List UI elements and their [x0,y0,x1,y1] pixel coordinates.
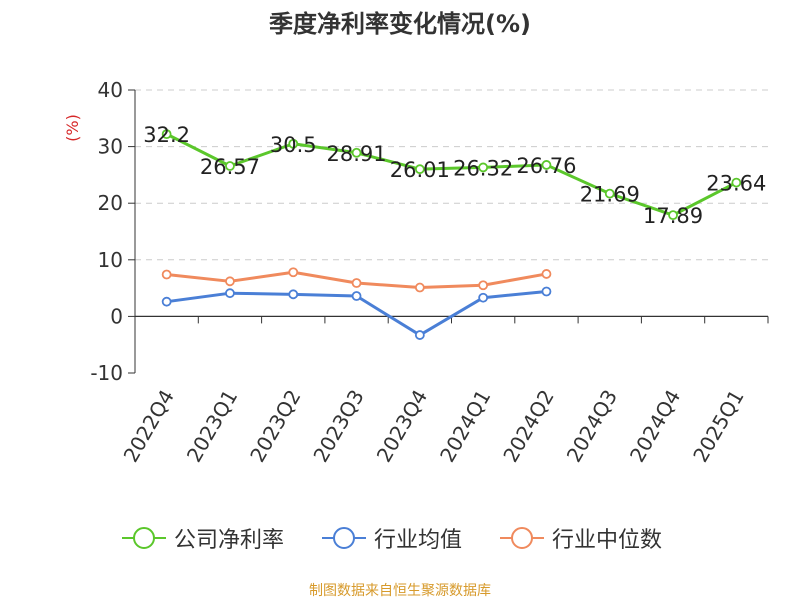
legend-item-industry-median[interactable]: 行业中位数 [500,518,662,558]
x-tick-label: 2024Q1 [435,386,495,467]
data-point[interactable] [414,164,425,175]
data-point[interactable] [161,129,172,140]
series-line [165,132,738,217]
x-tick-label: 2024Q3 [562,386,622,467]
data-point[interactable] [414,282,425,293]
data-label: 26.76 [516,154,576,178]
data-label: 30.5 [270,133,317,157]
y-tick-label: 40 [98,78,123,102]
source-note: 制图数据来自恒生聚源数据库 [309,583,491,599]
data-label: 21.69 [580,183,640,207]
data-point[interactable] [414,330,425,340]
legend-label: 公司净利率 [174,528,285,553]
axes [128,89,769,374]
data-label: 17.89 [643,204,703,228]
data-point[interactable] [288,138,299,149]
data-point[interactable] [541,286,552,297]
legend-item-industry-mean[interactable]: 行业均值 [322,518,462,558]
y-tick-label: 0 [110,304,123,328]
data-point[interactable] [478,162,489,173]
y-tick-label: 10 [98,248,123,272]
data-point[interactable] [225,288,235,299]
x-tick-label: 2023Q1 [182,386,242,467]
x-tick-label: 2023Q2 [245,386,305,467]
data-point[interactable] [478,280,489,291]
data-point[interactable] [161,269,172,280]
data-point[interactable] [225,161,235,171]
legend-marker [322,526,366,550]
data-point[interactable] [351,291,362,301]
x-tick-label: 2024Q2 [498,386,558,467]
data-label: 23.64 [706,172,766,196]
legend-marker [122,526,166,550]
data-label: 28.91 [326,142,386,166]
data-point[interactable] [161,296,172,307]
data-point[interactable] [288,289,299,300]
data-point[interactable] [351,147,362,158]
data-label: 32.2 [143,123,190,147]
x-tick-label: 2024Q4 [625,386,685,467]
legend-label: 行业均值 [374,528,463,553]
data-label: 26.01 [390,158,450,182]
data-label: 26.57 [200,155,260,179]
data-point[interactable] [668,210,678,221]
data-point[interactable] [288,267,299,278]
data-point[interactable] [541,269,552,279]
series-layer [161,129,742,340]
legend: 公司净利率 行业均值 行业中位数 [0,518,800,558]
data-point[interactable] [604,188,615,199]
x-tick-label: 2025Q1 [688,386,748,467]
y-tick-label: -10 [90,361,123,385]
data-point[interactable] [541,160,552,170]
data-label: 26.32 [453,156,513,180]
x-tick-label: 2023Q4 [372,386,432,467]
data-point[interactable] [478,292,489,303]
y-axis-label: (%) [63,114,82,142]
x-tick-label: 2023Q3 [308,386,368,467]
x-tick-labels: 2022Q4 2023Q1 2023Q2 2023Q3 2023Q4 2024Q1 2024… [119,386,749,467]
y-tick-label: 20 [98,191,123,215]
chart-title: 季度净利率变化情况(%) [269,10,531,38]
legend-item-company[interactable]: 公司净利率 [122,518,284,558]
legend-label: 行业中位数 [552,528,663,553]
legend-marker [500,526,544,550]
y-tick-label: 30 [98,135,123,159]
data-point[interactable] [225,276,235,287]
data-point[interactable] [731,177,742,188]
data-point[interactable] [351,278,362,288]
x-tick-label: 2022Q4 [119,386,179,467]
y-tick-labels: -10 0 10 20 30 40 [90,78,123,385]
